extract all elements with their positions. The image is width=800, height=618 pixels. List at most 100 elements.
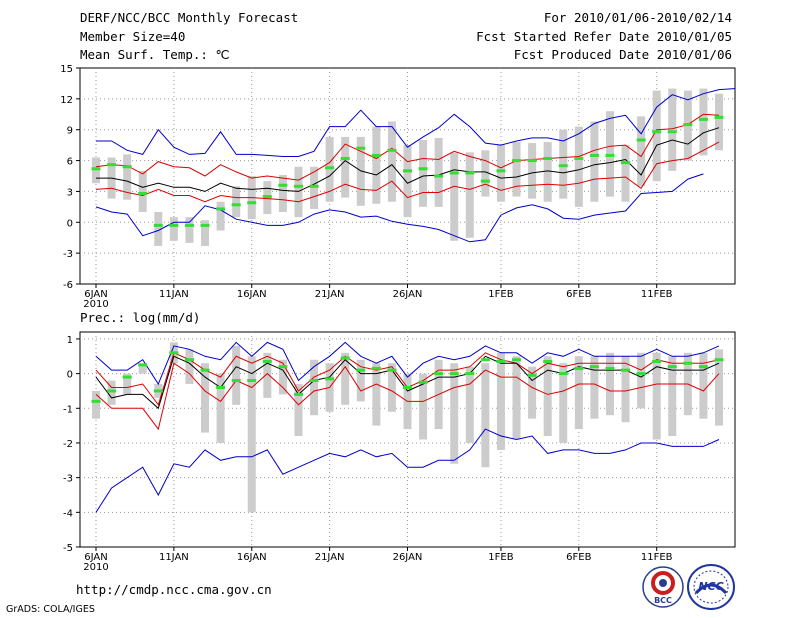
prec-spread-box [496,352,505,450]
temp-obs-marker [714,115,724,119]
temp-obs-marker [418,167,428,171]
temp-ytick-label: -3 [63,249,73,260]
temp-xtick-label: 6FEB [566,289,591,300]
prec-spread-box [372,363,381,426]
prec-obs-marker [558,372,568,376]
temp-spread-box [668,88,677,171]
prec-spread-box [590,356,599,419]
temp-obs-marker [496,169,506,173]
prec-obs-marker [169,351,179,355]
prec-spread-box [341,352,350,405]
forecast-period: For 2010/01/06-2010/02/14 [543,10,732,25]
member-size: Member Size=40 [80,29,186,44]
temp-obs-marker [683,123,693,127]
ncc-logo-text: NCC [698,580,723,593]
prec-spread-box [512,356,521,440]
prec-spread-box [450,363,459,464]
prec-spread-box [637,352,646,409]
temp-obs-marker [91,167,101,171]
prec-spread-box [387,363,396,412]
prec-ytick-label: 1 [67,335,73,346]
prec-title: Prec.: log(mm/d) [80,310,200,325]
prec-obs-marker [184,358,194,362]
temp-xtick-label: 6JAN [84,289,107,300]
temp-line-lower [95,141,720,203]
prec-spread-box [356,359,365,402]
prec-spread-box [107,380,116,405]
temp-spread-box [310,166,319,209]
temp-obs-marker [293,184,303,188]
temp-spread-box [185,217,194,243]
prec-spread-box [232,345,241,405]
grads-credit: GrADS: COLA/IGES [6,604,95,615]
temp-obs-marker [636,138,646,142]
prec-spread-box [247,356,256,513]
temp-spread-box [512,142,521,197]
temp-obs-marker [605,153,615,157]
prec-obs-marker [465,372,475,376]
prec-spread-box [465,366,474,443]
temp-spread-box [715,93,723,151]
prec-spread-box [652,352,661,440]
temp-spread-box [138,170,147,212]
prec-line-max [95,341,720,386]
temp-obs-marker [309,184,319,188]
prec-xtick-label: 11FEB [641,552,673,563]
prec-obs-marker [418,380,428,384]
temp-spread-box [403,145,412,218]
prec-obs-marker [636,372,646,376]
prec-spread-box [621,356,630,423]
prec-obs-marker [200,368,210,372]
fcst-started-date: Fcst Started Refer Date 2010/01/05 [476,29,732,44]
temp-line-upper [95,113,720,181]
temp-obs-marker [527,159,537,163]
temp-spread-box [123,154,132,200]
temp-obs-marker [122,165,132,169]
fcst-produced-date: Fcst Produced Date 2010/01/06 [513,47,732,62]
prec-ytick-label: -2 [63,439,73,450]
prec-spread-box [92,390,100,419]
temp-spread-box [450,152,459,241]
prec-spread-box [185,349,194,385]
temp-spread-box [419,140,428,207]
prec-obs-marker [496,359,506,363]
prec-obs-marker [667,365,677,369]
temp-line-max [96,88,735,157]
prec-line-mean [95,355,720,410]
temp-obs-marker [652,130,662,134]
prec-obs-marker [356,368,366,372]
temp-spread-box [232,186,241,218]
temp-line-mean [96,127,720,192]
prec-spread-box [699,352,708,419]
prec-obs-marker [247,379,257,383]
prec-ytick-label: -1 [63,404,73,415]
prec-xtick-label: 1FEB [488,552,513,563]
prec-spread-box [419,373,428,440]
prec-xtick-label: 6JAN [84,552,107,563]
temp-spread-box [559,129,568,199]
prec-obs-marker [216,385,226,389]
temp-spread-box [481,150,490,197]
temp-ytick-label: 0 [67,218,73,229]
temp-xtick-label: 26JAN [393,289,423,300]
temp-ytick-label: 9 [67,126,73,137]
temp-spread-box [169,217,178,241]
prec-obs-marker [325,377,335,381]
temp-obs-marker [231,203,241,207]
temp-spread-box [154,212,163,246]
prec-obs-marker [153,389,163,393]
prec-obs-marker [340,356,350,360]
bcc-logo-text: BCC [654,596,672,605]
temp-obs-marker [278,183,288,187]
temp-obs-marker [403,169,412,173]
prec-obs-marker [262,359,272,363]
prec-obs-marker [91,399,101,403]
prec-obs-marker [371,366,381,370]
prec-spread-box [605,352,614,416]
temp-obs-marker [340,157,350,161]
prec-obs-marker [122,375,132,379]
footer-url[interactable]: http://cmdp.ncc.cma.gov.cn [76,582,272,597]
temp-spread-box [387,121,396,202]
temp-xtick-year: 2010 [83,299,108,310]
temp-xtick-label: 21JAN [315,289,345,300]
